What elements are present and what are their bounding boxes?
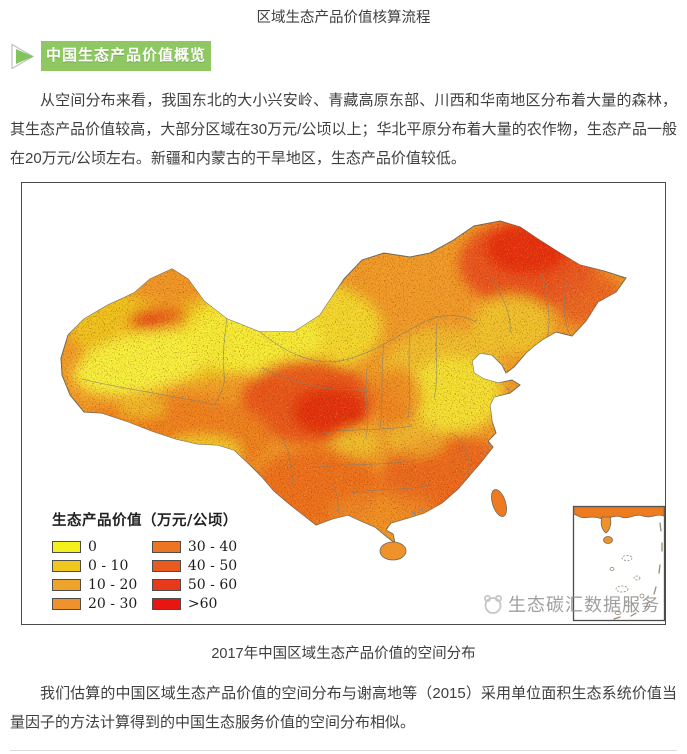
legend-swatch bbox=[151, 559, 181, 572]
taiwan-island bbox=[491, 489, 507, 517]
legend-item: >60 bbox=[151, 594, 238, 613]
legend-item: 0 - 10 bbox=[52, 556, 138, 575]
hainan-island bbox=[379, 541, 407, 561]
province-boundaries bbox=[81, 272, 571, 519]
legend-label: >60 bbox=[187, 595, 218, 612]
south-china-sea-inset bbox=[572, 505, 665, 622]
legend-label: 0 bbox=[88, 538, 97, 555]
legend-swatch bbox=[52, 597, 81, 610]
play-triangle-icon bbox=[11, 42, 35, 70]
legend-swatch bbox=[151, 597, 181, 610]
legend-swatch bbox=[151, 578, 181, 591]
map-legend: 生态产品价值（万元/公顷） 0 0 - 10 10 - 20 20 - 30 bbox=[52, 509, 238, 613]
china-map-svg bbox=[60, 220, 665, 622]
legend-label: 40 - 50 bbox=[187, 557, 238, 574]
legend-grid: 0 0 - 10 10 - 20 20 - 30 30 - 40 bbox=[52, 537, 238, 613]
legend-label: 50 - 60 bbox=[187, 576, 238, 593]
legend-item: 50 - 60 bbox=[151, 575, 238, 594]
page-title: 区域生态产品价值核算流程 bbox=[256, 10, 431, 26]
legend-item: 0 bbox=[52, 537, 138, 556]
body-paragraph-2: 我们估算的中国区域生态产品价值的空间分布与谢高地等（2015）采用单位面积生态系… bbox=[10, 685, 677, 731]
legend-label: 10 - 20 bbox=[88, 576, 138, 593]
legend-swatch bbox=[52, 540, 81, 553]
legend-item: 40 - 50 bbox=[151, 556, 238, 575]
legend-label: 0 - 10 bbox=[88, 557, 129, 574]
legend-swatch bbox=[52, 559, 81, 572]
bottom-divider bbox=[10, 750, 677, 754]
body-paragraph-1: 从空间分布来看，我国东北的大小兴安岭、青藏高原东部、川西和华南地区分布着大量的森… bbox=[10, 92, 677, 167]
legend-swatch bbox=[151, 540, 181, 553]
section-badge: 中国生态产品价值概览 bbox=[41, 41, 211, 71]
legend-label: 30 - 40 bbox=[187, 538, 238, 555]
section-header: 中国生态产品价值概览 bbox=[10, 41, 677, 71]
legend-item: 20 - 30 bbox=[52, 594, 138, 613]
legend-label: 20 - 30 bbox=[88, 595, 138, 612]
legend-swatch bbox=[52, 578, 81, 591]
legend-title: 生态产品价值（万元/公顷） bbox=[52, 512, 238, 529]
china-map-figure[interactable]: 生态产品价值（万元/公顷） 0 0 - 10 10 - 20 20 - 30 bbox=[21, 182, 666, 625]
nine-dash-line bbox=[613, 522, 663, 620]
legend-item: 30 - 40 bbox=[151, 537, 238, 556]
legend-item: 10 - 20 bbox=[52, 575, 138, 594]
figure-caption: 2017年中国区域生态产品价值的空间分布 bbox=[211, 646, 476, 662]
